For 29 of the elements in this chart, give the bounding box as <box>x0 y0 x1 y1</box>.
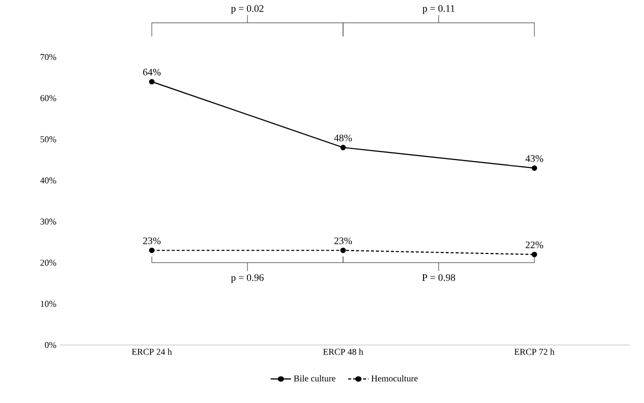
data-label: 64% <box>143 68 161 76</box>
legend-label: Hemoculture <box>371 375 418 382</box>
annotation: p = 0.96 <box>231 274 264 283</box>
y-tick-label: 50% <box>40 136 56 142</box>
text: p = 0.02 <box>231 5 264 14</box>
text: p = 0.11 <box>422 5 454 14</box>
data-label: 43% <box>525 155 544 162</box>
data-label: 22% <box>526 242 544 248</box>
point <box>340 144 346 150</box>
annotation: P = 0.98 <box>422 274 456 281</box>
point <box>340 248 346 254</box>
point <box>532 252 538 258</box>
point <box>532 165 538 171</box>
y-tick-label: 20% <box>40 260 56 266</box>
data-label: 23% <box>334 237 352 244</box>
point <box>149 248 155 254</box>
y-tick-label: 10% <box>40 300 56 307</box>
x-tick-label: ERCP 48 h <box>323 348 364 355</box>
point <box>149 78 155 84</box>
data-label: 23% <box>143 237 161 244</box>
y-tick-label: 0% <box>44 342 56 348</box>
data-label: 48% <box>334 134 352 142</box>
y-tick-label: 60% <box>40 95 56 102</box>
y-tick-label: 40% <box>40 177 56 184</box>
y-tick-label: 30% <box>40 218 56 225</box>
legend-label: Bile culture <box>294 375 336 382</box>
y-tick-label: 70% <box>40 54 56 60</box>
x-tick-label: ERCP 72 h <box>514 348 554 355</box>
x-tick-label: ERCP 24 h <box>132 348 172 355</box>
